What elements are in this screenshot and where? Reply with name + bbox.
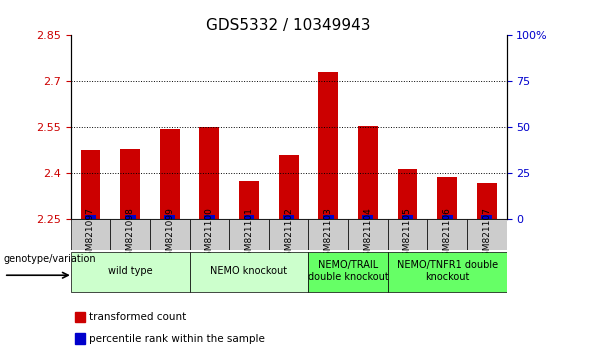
Text: GSM821102: GSM821102: [284, 207, 293, 262]
Bar: [481, 216, 492, 219]
Bar: [204, 216, 215, 219]
Bar: [75, 333, 85, 343]
FancyBboxPatch shape: [309, 219, 348, 250]
FancyBboxPatch shape: [71, 252, 190, 292]
Bar: [398, 169, 418, 219]
Text: GSM821101: GSM821101: [244, 207, 253, 262]
Bar: [402, 216, 413, 219]
Text: NEMO knockout: NEMO knockout: [210, 266, 287, 276]
FancyBboxPatch shape: [427, 219, 467, 250]
FancyBboxPatch shape: [150, 219, 190, 250]
FancyBboxPatch shape: [388, 252, 507, 292]
FancyBboxPatch shape: [467, 219, 507, 250]
Bar: [239, 181, 259, 219]
Text: GSM821098: GSM821098: [125, 207, 135, 262]
Text: GSM821104: GSM821104: [363, 207, 372, 262]
Bar: [318, 72, 338, 219]
FancyBboxPatch shape: [229, 219, 269, 250]
Title: GDS5332 / 10349943: GDS5332 / 10349943: [206, 18, 371, 33]
Text: genotype/variation: genotype/variation: [4, 254, 97, 264]
Bar: [283, 216, 294, 219]
Bar: [477, 183, 497, 219]
FancyBboxPatch shape: [110, 219, 150, 250]
Text: GSM821099: GSM821099: [166, 207, 174, 262]
Text: GSM821103: GSM821103: [324, 207, 333, 262]
FancyBboxPatch shape: [190, 252, 309, 292]
Bar: [442, 216, 452, 219]
Bar: [243, 216, 254, 219]
Bar: [358, 126, 378, 219]
Text: wild type: wild type: [108, 266, 153, 276]
Bar: [437, 177, 457, 219]
FancyBboxPatch shape: [190, 219, 229, 250]
FancyBboxPatch shape: [309, 252, 388, 292]
Bar: [125, 216, 135, 219]
FancyBboxPatch shape: [388, 219, 427, 250]
FancyBboxPatch shape: [269, 219, 309, 250]
Text: NEMO/TRAIL
double knockout: NEMO/TRAIL double knockout: [307, 260, 388, 282]
Bar: [75, 312, 85, 322]
Bar: [81, 150, 100, 219]
Bar: [85, 216, 96, 219]
Bar: [160, 129, 180, 219]
Text: transformed count: transformed count: [89, 312, 186, 322]
Text: GSM821097: GSM821097: [86, 207, 95, 262]
Text: NEMO/TNFR1 double
knockout: NEMO/TNFR1 double knockout: [396, 260, 498, 282]
Bar: [164, 216, 175, 219]
FancyBboxPatch shape: [348, 219, 388, 250]
Text: GSM821107: GSM821107: [482, 207, 491, 262]
Bar: [323, 216, 334, 219]
FancyBboxPatch shape: [71, 219, 110, 250]
Text: GSM821100: GSM821100: [205, 207, 214, 262]
Bar: [362, 216, 373, 219]
Bar: [279, 155, 299, 219]
Text: GSM821105: GSM821105: [403, 207, 412, 262]
Bar: [200, 127, 219, 219]
Text: GSM821106: GSM821106: [442, 207, 452, 262]
Text: percentile rank within the sample: percentile rank within the sample: [89, 334, 265, 344]
Bar: [120, 149, 140, 219]
